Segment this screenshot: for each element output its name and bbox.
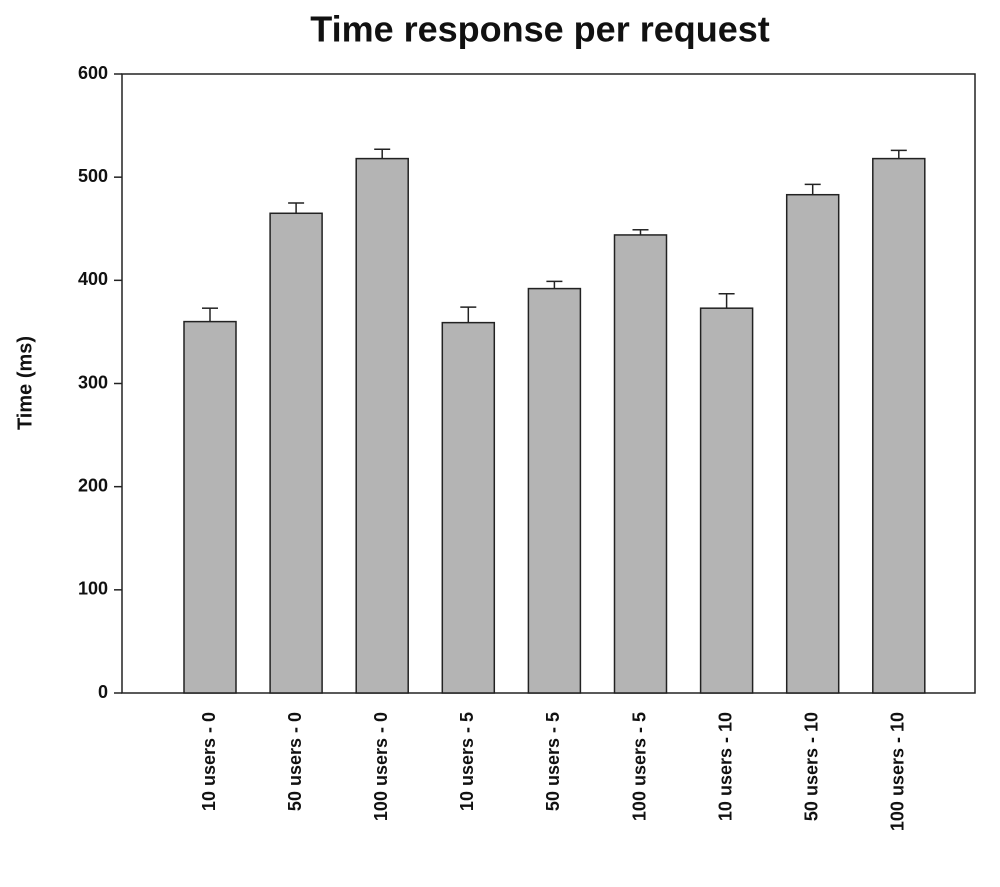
chart-title: Time response per request: [310, 9, 770, 50]
bar: [527, 287, 582, 694]
y-tick-label: 500: [78, 166, 108, 186]
x-tick-label: 10 users - 10: [715, 712, 735, 821]
bar: [183, 320, 237, 694]
y-tick-label: 400: [78, 269, 108, 289]
y-tick-label: 600: [78, 63, 108, 83]
y-tick-label: 100: [78, 579, 108, 599]
bar: [785, 193, 840, 694]
bar: [355, 157, 409, 694]
bar: [613, 234, 668, 694]
y-axis-label: Time (ms): [14, 336, 36, 430]
x-tick-label: 50 users - 10: [801, 712, 821, 821]
y-tick-label: 300: [78, 372, 108, 392]
x-tick-label: 10 users - 0: [199, 712, 219, 811]
x-tick-label: 100 users - 5: [629, 712, 649, 821]
bar: [441, 321, 496, 694]
y-tick-label: 0: [98, 682, 108, 702]
bar: [872, 157, 926, 694]
x-tick-label: 50 users - 5: [543, 712, 563, 811]
bar: [269, 212, 323, 694]
x-tick-label: 10 users - 5: [457, 712, 477, 811]
y-tick-label: 200: [78, 475, 108, 495]
x-tick-label: 50 users - 0: [285, 712, 305, 811]
x-tick-label: 100 users - 0: [371, 712, 391, 821]
bar: [699, 307, 754, 694]
x-tick-label: 100 users - 10: [888, 712, 908, 831]
